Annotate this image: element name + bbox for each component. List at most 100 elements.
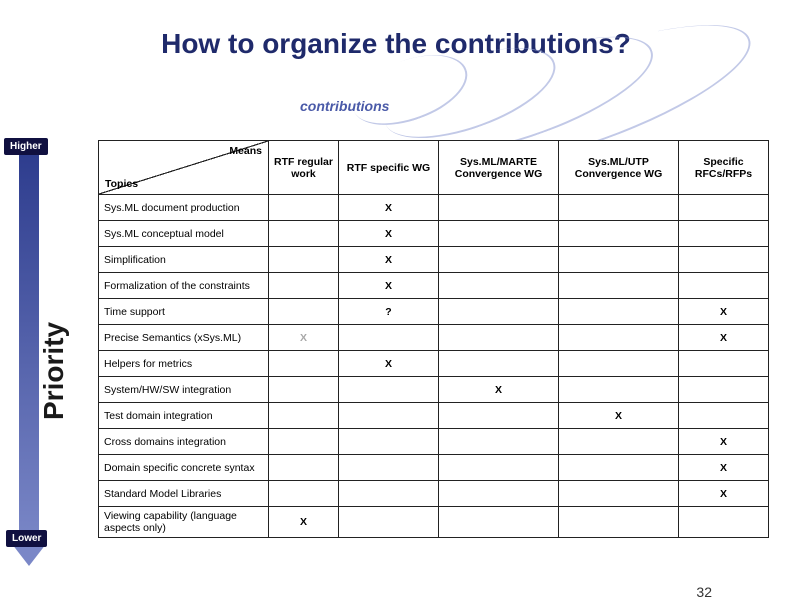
mark-cell [439, 325, 559, 351]
table-row: Cross domains integration X [99, 429, 769, 455]
col-header: Sys.ML/UTP Convergence WG [559, 141, 679, 195]
table-row: Standard Model Libraries X [99, 481, 769, 507]
mark-cell [269, 455, 339, 481]
table-row: Precise Semantics (xSys.ML)XX [99, 325, 769, 351]
mark-cell [439, 455, 559, 481]
mark-cell: X [679, 299, 769, 325]
col-header: RTF specific WG [339, 141, 439, 195]
topic-cell: Viewing capability (language aspects onl… [99, 507, 269, 538]
topic-cell: Cross domains integration [99, 429, 269, 455]
table-row: Test domain integration X [99, 403, 769, 429]
mark-cell [559, 325, 679, 351]
mark-cell [559, 481, 679, 507]
mark-cell: X [679, 429, 769, 455]
mark-cell [269, 481, 339, 507]
mark-cell [269, 273, 339, 299]
mark-cell [439, 221, 559, 247]
mark-cell: ? [339, 299, 439, 325]
topic-cell: Time support [99, 299, 269, 325]
mark-cell: X [679, 325, 769, 351]
table-row: Time support? X [99, 299, 769, 325]
mark-cell [439, 507, 559, 538]
table-row: Sys.ML conceptual model X [99, 221, 769, 247]
mark-cell: X [339, 221, 439, 247]
mark-cell [269, 351, 339, 377]
mark-cell: X [269, 325, 339, 351]
col-header: RTF regular work [269, 141, 339, 195]
mark-cell [269, 403, 339, 429]
table-row: Viewing capability (language aspects onl… [99, 507, 769, 538]
lower-badge: Lower [6, 530, 47, 547]
mark-cell [339, 403, 439, 429]
mark-cell [559, 351, 679, 377]
topic-cell: Test domain integration [99, 403, 269, 429]
page-number: 32 [696, 584, 712, 600]
mark-cell [559, 507, 679, 538]
mark-cell [339, 325, 439, 351]
mark-cell [269, 195, 339, 221]
mark-cell [339, 377, 439, 403]
mark-cell [339, 481, 439, 507]
col-header: Sys.ML/MARTE Convergence WG [439, 141, 559, 195]
mark-cell: X [439, 377, 559, 403]
topic-cell: Precise Semantics (xSys.ML) [99, 325, 269, 351]
mark-cell [679, 351, 769, 377]
table-row: Formalization of the constraints X [99, 273, 769, 299]
mark-cell [339, 507, 439, 538]
mark-cell [439, 273, 559, 299]
topic-cell: Sys.ML document production [99, 195, 269, 221]
contributions-table: Means Topics RTF regular work RTF specif… [98, 140, 769, 538]
topic-cell: Simplification [99, 247, 269, 273]
topic-cell: Standard Model Libraries [99, 481, 269, 507]
table-row: Helpers for metrics X [99, 351, 769, 377]
mark-cell: X [339, 195, 439, 221]
mark-cell [269, 247, 339, 273]
table-row: System/HW/SW integration X [99, 377, 769, 403]
mark-cell: X [269, 507, 339, 538]
mark-cell [439, 351, 559, 377]
mark-cell [559, 273, 679, 299]
mark-cell [439, 481, 559, 507]
mark-cell [439, 403, 559, 429]
mark-cell [439, 429, 559, 455]
col-header: Specific RFCs/RFPs [679, 141, 769, 195]
mark-cell: X [339, 273, 439, 299]
mark-cell [439, 195, 559, 221]
mark-cell: X [339, 351, 439, 377]
topic-cell: Formalization of the constraints [99, 273, 269, 299]
mark-cell [679, 403, 769, 429]
mark-cell [679, 247, 769, 273]
mark-cell [339, 429, 439, 455]
means-label: Means [229, 145, 262, 157]
mark-cell [559, 221, 679, 247]
mark-cell [559, 195, 679, 221]
priority-axis-label: Priority [38, 322, 70, 420]
mark-cell [439, 299, 559, 325]
mark-cell [679, 195, 769, 221]
mark-cell: X [559, 403, 679, 429]
table-row: Sys.ML document production X [99, 195, 769, 221]
topics-label: Topics [105, 178, 138, 190]
mark-cell [679, 507, 769, 538]
mark-cell [679, 273, 769, 299]
topic-cell: Domain specific concrete syntax [99, 455, 269, 481]
mark-cell [679, 377, 769, 403]
higher-badge: Higher [4, 138, 48, 155]
mark-cell [559, 429, 679, 455]
topic-cell: System/HW/SW integration [99, 377, 269, 403]
table-row: Simplification X [99, 247, 769, 273]
topic-cell: Helpers for metrics [99, 351, 269, 377]
mark-cell [559, 247, 679, 273]
table-row: Domain specific concrete syntax X [99, 455, 769, 481]
mark-cell [559, 455, 679, 481]
mark-cell [269, 221, 339, 247]
mark-cell [679, 221, 769, 247]
mark-cell [269, 377, 339, 403]
mark-cell [339, 455, 439, 481]
mark-cell: X [679, 455, 769, 481]
topic-cell: Sys.ML conceptual model [99, 221, 269, 247]
mark-cell [439, 247, 559, 273]
mark-cell: X [339, 247, 439, 273]
mark-cell [559, 377, 679, 403]
mark-cell: X [679, 481, 769, 507]
